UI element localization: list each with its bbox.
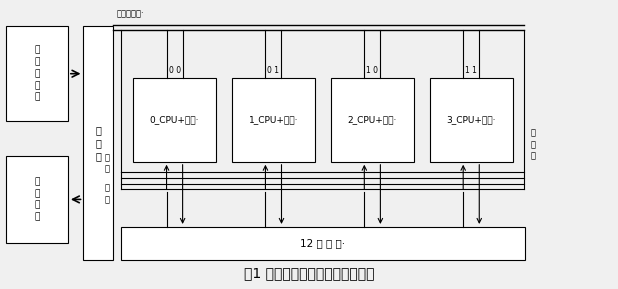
Text: 2_CPU+地址·: 2_CPU+地址· xyxy=(348,115,397,125)
Text: 12 个 分 机·: 12 个 分 机· xyxy=(300,238,345,249)
Text: 1 1: 1 1 xyxy=(465,66,477,75)
Text: 编
路: 编 路 xyxy=(105,153,110,174)
Text: 通信串行口·: 通信串行口· xyxy=(116,10,144,19)
Bar xyxy=(331,78,414,162)
Text: 1_CPU+地址·: 1_CPU+地址· xyxy=(248,115,298,125)
Bar xyxy=(6,26,68,121)
Text: 拨
号: 拨 号 xyxy=(105,183,110,204)
Text: 图1 多机通信程控交换机结构框图: 图1 多机通信程控交换机结构框图 xyxy=(243,266,375,280)
Bar xyxy=(232,78,315,162)
Text: 0 0: 0 0 xyxy=(169,66,180,75)
Text: 3_CPU+地址·: 3_CPU+地址· xyxy=(446,115,496,125)
Bar xyxy=(430,78,513,162)
Bar xyxy=(83,26,113,260)
Bar xyxy=(121,227,525,260)
Text: 分
机
掉
挂
机: 分 机 掉 挂 机 xyxy=(35,46,40,102)
Text: 0 1: 0 1 xyxy=(268,66,279,75)
Text: 信
号
音: 信 号 音 xyxy=(530,128,535,161)
Text: 分
机
掉
转: 分 机 掉 转 xyxy=(35,177,40,222)
Text: 0_CPU+地址·: 0_CPU+地址· xyxy=(150,115,200,125)
Bar xyxy=(133,78,216,162)
Bar xyxy=(6,156,68,243)
Text: 上
位
机: 上 位 机 xyxy=(95,125,101,161)
Text: 1 0: 1 0 xyxy=(366,66,378,75)
